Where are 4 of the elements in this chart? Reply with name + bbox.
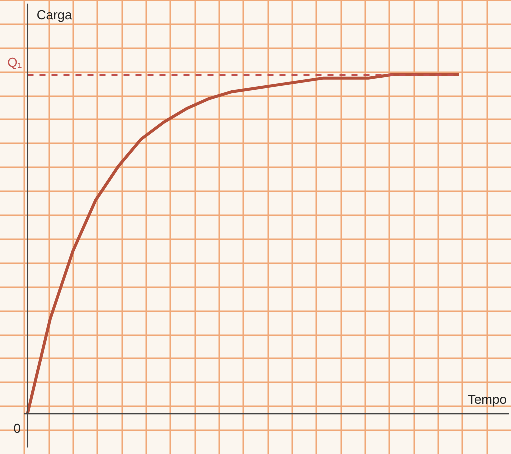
y-axis-title: Carga — [36, 7, 74, 22]
x-axis-title: Tempo — [468, 392, 507, 408]
text: 0 — [14, 421, 21, 436]
ref-line-label: Q₁ — [8, 54, 23, 70]
